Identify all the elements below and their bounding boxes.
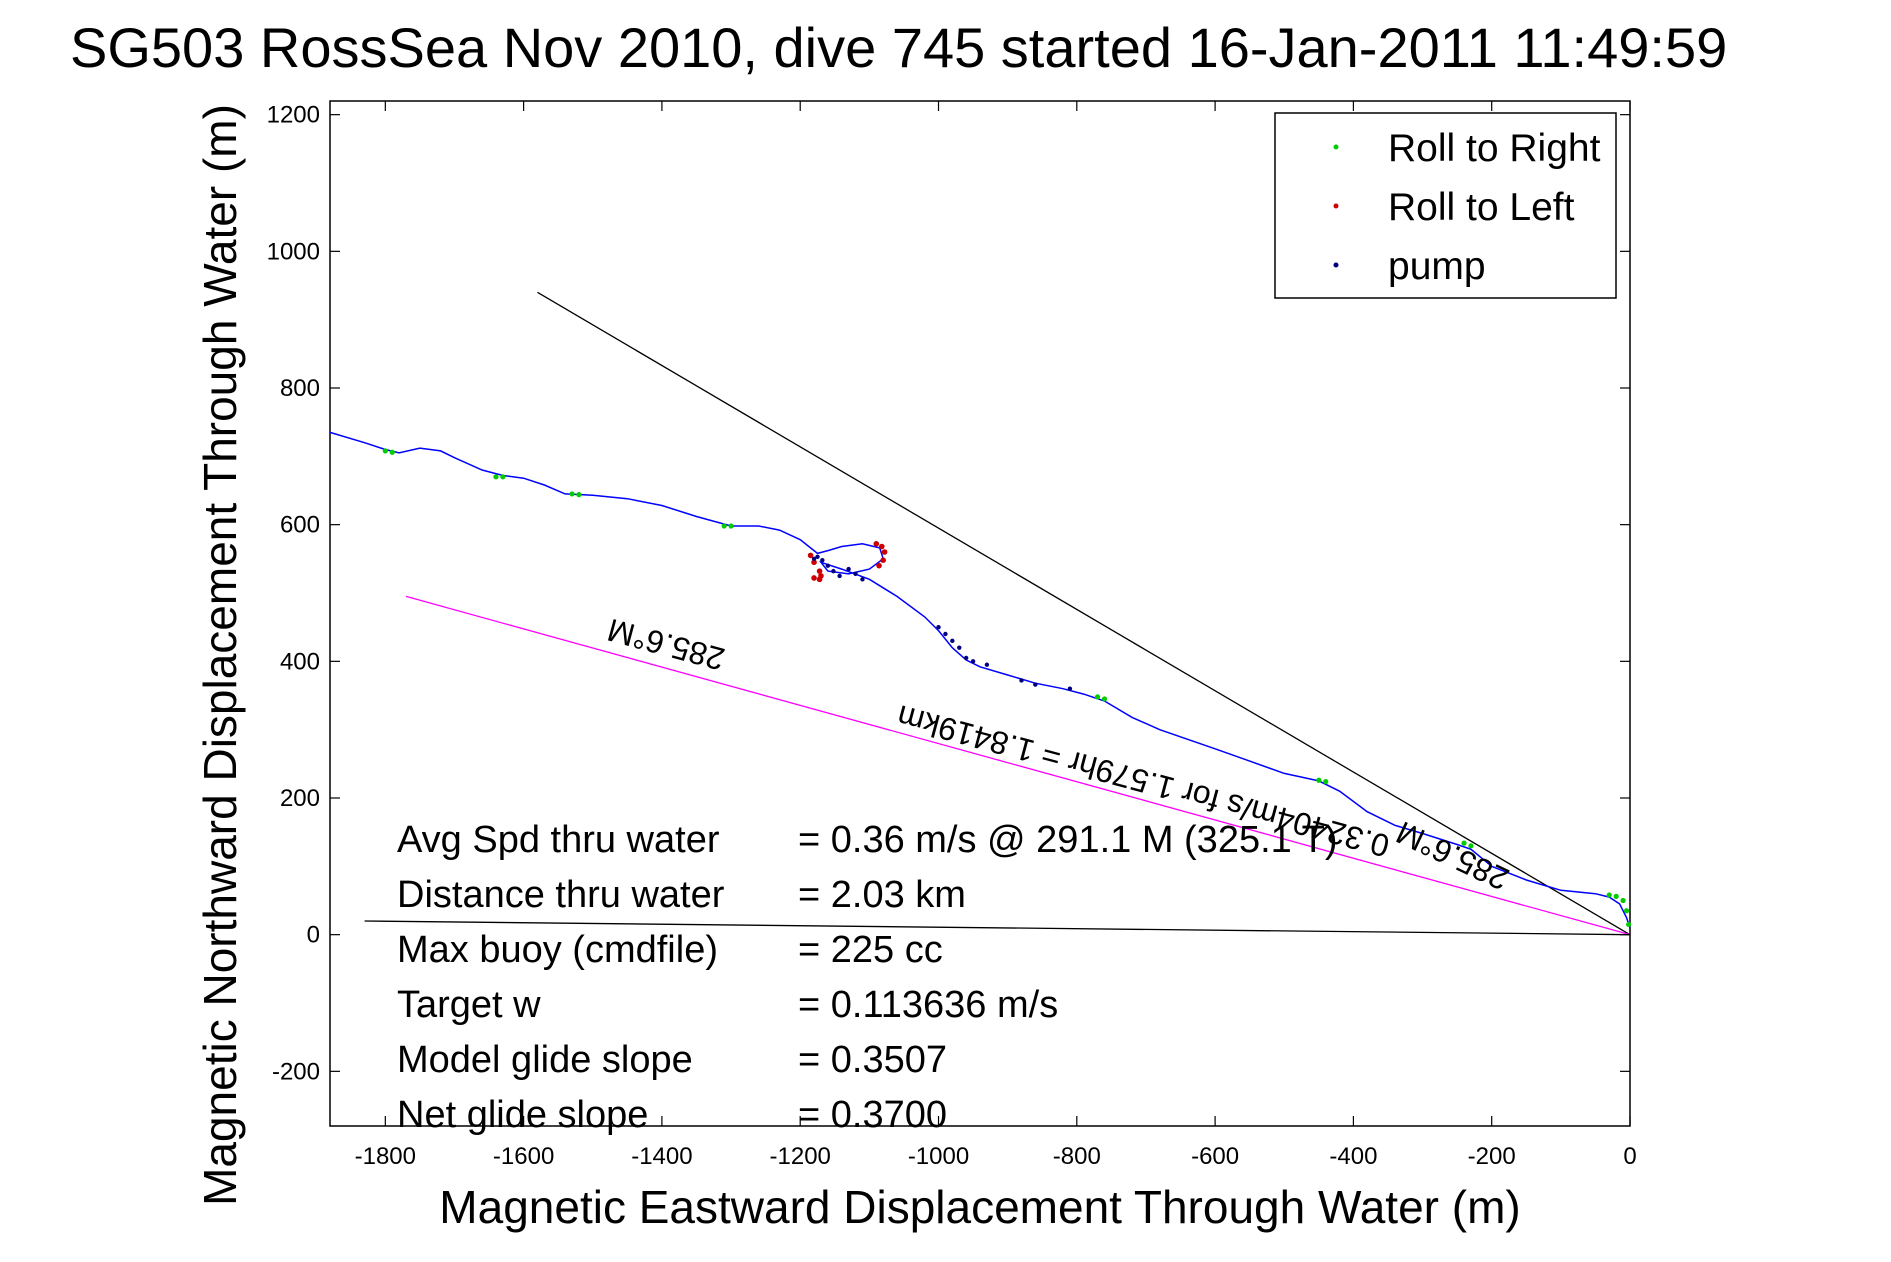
- roll-right-point: [728, 523, 734, 529]
- x-tick-label: 0: [1623, 1143, 1636, 1170]
- roll-right-point: [721, 523, 727, 529]
- y-tick-label: 800: [280, 375, 320, 402]
- pump-point: [1033, 682, 1038, 687]
- stat-value: = 0.36 m/s @ 291.1 M (325.1 T): [798, 819, 1338, 861]
- stats-block: Avg Spd thru water = 0.36 m/s @ 291.1 M (…: [397, 819, 1338, 1136]
- stat-value: = 0.113636 m/s: [798, 984, 1058, 1026]
- roll-right-point: [500, 474, 506, 480]
- roll-left-point: [881, 549, 888, 555]
- x-tick-label: -1600: [493, 1143, 554, 1170]
- legend-label: pump: [1388, 245, 1486, 288]
- legend-box: [1274, 112, 1617, 299]
- pump-point: [1019, 678, 1024, 683]
- y-tick-label: 400: [280, 648, 320, 675]
- roll-left-point: [807, 552, 814, 559]
- pump-point: [936, 624, 941, 630]
- legend-marker: [1333, 144, 1339, 150]
- stat-label: Max buoy (cmdfile): [397, 929, 718, 971]
- y-tick-label: 1000: [267, 238, 320, 265]
- stat-value: = 0.3507: [798, 1039, 947, 1081]
- pump-point: [984, 662, 990, 667]
- x-tick-label: -1400: [631, 1143, 692, 1170]
- y-axis-label: Magnetic Northward Displacement Through …: [194, 104, 246, 1206]
- pump-point: [837, 573, 842, 579]
- track-layer: [329, 431, 1631, 929]
- roll-right-point: [382, 448, 388, 454]
- roll-left-point: [811, 559, 817, 566]
- roll-right-point: [1316, 777, 1322, 783]
- base-line: [364, 920, 1631, 936]
- glider-track-line: [329, 431, 1631, 929]
- roll-right-point: [389, 449, 395, 455]
- roll-left-point: [811, 575, 817, 581]
- x-axis-label: Magnetic Eastward Displacement Through W…: [439, 1181, 1520, 1233]
- pump-point: [831, 568, 836, 574]
- stat-label: Avg Spd thru water: [397, 819, 720, 861]
- roll-left-point: [816, 568, 823, 574]
- black-heading-line: [537, 291, 1631, 936]
- pump-point: [811, 556, 817, 562]
- pump-point: [943, 631, 948, 637]
- roll-right-point: [576, 492, 582, 498]
- y-tick-label: 600: [280, 512, 320, 539]
- pump-point: [820, 558, 825, 563]
- roll-right-point: [1101, 696, 1108, 702]
- axis-ticks: -1800 -1600 -1400 -1200 -1000 -800 -600 -400 -20…: [267, 101, 1637, 1170]
- x-tick-label: -800: [1053, 1143, 1101, 1170]
- roll-right-point: [1461, 840, 1467, 846]
- stat-label: Net glide slope: [397, 1094, 648, 1136]
- legend-marker: [1333, 203, 1339, 209]
- roll-left-point: [816, 576, 823, 583]
- y-tick-label: 1200: [267, 102, 320, 129]
- pump-point: [846, 566, 851, 572]
- roll-left-point: [880, 557, 886, 563]
- pump-point: [970, 659, 976, 664]
- legend-label: Roll to Right: [1388, 127, 1601, 170]
- stat-value: = 225 cc: [798, 929, 943, 971]
- x-tick-label: -200: [1468, 1143, 1516, 1170]
- x-tick-label: -400: [1329, 1143, 1377, 1170]
- stat-value: = 2.03 km: [798, 874, 966, 916]
- legend: Roll to Right Roll to Left pump: [1274, 112, 1617, 299]
- legend-marker: [1333, 262, 1339, 268]
- pump-point: [815, 554, 820, 559]
- roll-right-point: [569, 491, 575, 497]
- stat-label: Model glide slope: [397, 1039, 693, 1081]
- magenta-heading-line: [405, 595, 1631, 936]
- roll-right-point: [1468, 843, 1474, 849]
- y-tick-label: -200: [272, 1058, 320, 1085]
- roll-right-point: [1613, 893, 1619, 900]
- x-tick-label: -1800: [355, 1143, 416, 1170]
- pump-point: [950, 638, 955, 644]
- roll-right-point: [1094, 694, 1101, 700]
- pump-point: [860, 577, 865, 582]
- stat-label: Target w: [397, 984, 541, 1026]
- pump-point: [963, 655, 969, 661]
- reference-lines: [364, 291, 1631, 936]
- pump-point: [1067, 686, 1073, 691]
- pump-point: [825, 563, 831, 568]
- x-tick-label: -600: [1191, 1143, 1239, 1170]
- chart-title: SG503 RossSea Nov 2010, dive 745 started…: [70, 16, 1727, 79]
- roll-right-point: [1626, 921, 1632, 928]
- roll-right-point: [1323, 779, 1329, 785]
- roll-left-point: [873, 541, 880, 547]
- legend-label: Roll to Left: [1388, 186, 1575, 229]
- pump-point: [853, 571, 858, 577]
- stat-value: = 0.3700: [798, 1094, 947, 1136]
- y-tick-label: 0: [307, 922, 320, 949]
- stat-label: Distance thru water: [397, 874, 725, 916]
- roll-left-point: [879, 543, 885, 550]
- roll-right-point: [1620, 897, 1626, 904]
- y-tick-label: 200: [280, 785, 320, 812]
- roll-left-point: [876, 562, 882, 569]
- x-tick-label: -1000: [908, 1143, 969, 1170]
- roll-right-point: [1623, 908, 1630, 914]
- pump-point: [957, 645, 962, 650]
- roll-right-point: [493, 474, 499, 480]
- marker-layer: [382, 448, 1632, 928]
- x-tick-label: -1200: [770, 1143, 831, 1170]
- roll-right-point: [1606, 892, 1612, 898]
